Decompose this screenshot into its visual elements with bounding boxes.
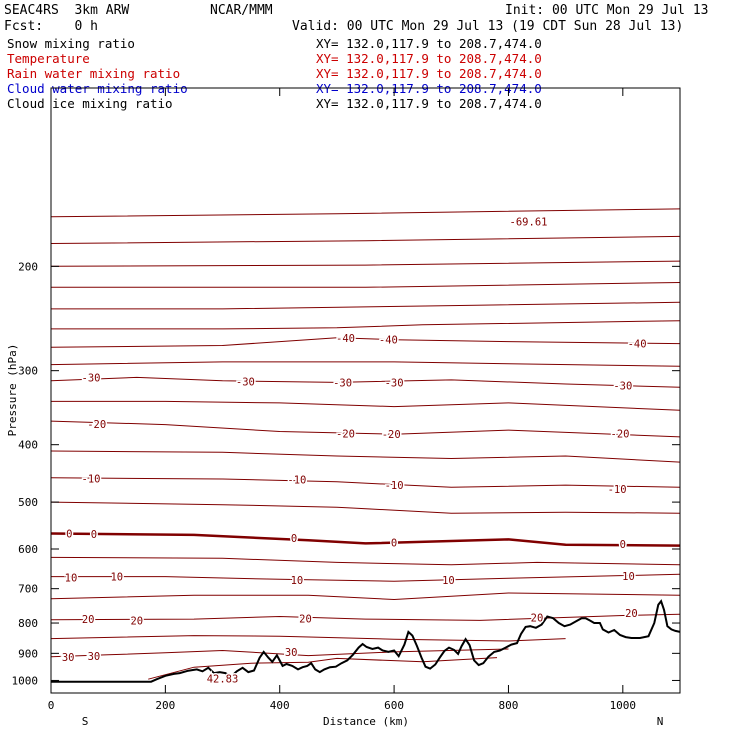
contour-label: 20 bbox=[299, 614, 312, 626]
y-tick-label: 400 bbox=[18, 439, 38, 452]
y-tick-label: 1000 bbox=[12, 674, 39, 687]
isotherm-line bbox=[50, 376, 681, 388]
field-name-snow: Snow mixing ratio bbox=[7, 36, 135, 51]
org-label: NCAR/MMM bbox=[210, 3, 273, 18]
plot-frame bbox=[50, 87, 681, 694]
x-tick-label: 800 bbox=[499, 699, 519, 712]
model-label: SEAC4RS 3km ARW bbox=[4, 3, 130, 18]
contour-label: 20 bbox=[531, 613, 544, 625]
isotherm-line bbox=[50, 648, 509, 658]
contour-label: 30 bbox=[62, 652, 75, 664]
field-xy-cloud-ice: XY= 132.0,117.9 to 208.7,474.0 bbox=[316, 96, 542, 111]
field-name-temperature: Temperature bbox=[7, 51, 90, 66]
x-tick-label: 200 bbox=[155, 699, 175, 712]
contour-label: 30 bbox=[88, 651, 101, 663]
field-name-rain: Rain water mixing ratio bbox=[7, 66, 181, 81]
valid-time: Valid: 00 UTC Mon 29 Jul 13 (19 CDT Sun … bbox=[292, 19, 684, 34]
contour-label: -69.61 bbox=[510, 217, 548, 229]
contour-label: -40 bbox=[336, 333, 355, 345]
y-tick-label: 800 bbox=[18, 617, 38, 630]
contour-label: -30 bbox=[236, 377, 255, 389]
contour-label: -10 bbox=[287, 475, 306, 487]
x-end-label-left: S bbox=[82, 715, 89, 728]
isotherm-line bbox=[50, 337, 681, 348]
contour-label: -20 bbox=[336, 429, 355, 441]
isotherm-line bbox=[50, 260, 681, 267]
contour-label: 42.83 bbox=[207, 673, 239, 685]
forecast-hour: Fcst: 0 h bbox=[4, 19, 98, 34]
isotherm-line bbox=[50, 450, 681, 463]
isotherm-line bbox=[50, 420, 681, 438]
isotherm-line bbox=[50, 532, 681, 547]
contour-label: -20 bbox=[611, 429, 630, 441]
contour-label: -30 bbox=[333, 377, 352, 389]
isotherm-line bbox=[50, 477, 681, 488]
contour-label: 10 bbox=[110, 571, 123, 583]
field-name-cloud-ice: Cloud ice mixing ratio bbox=[7, 96, 173, 111]
contour-label: 10 bbox=[291, 575, 304, 587]
contour-label: -20 bbox=[87, 419, 106, 431]
y-tick-label: 500 bbox=[18, 496, 38, 509]
contour-label: -40 bbox=[628, 339, 647, 351]
isotherm-line bbox=[50, 635, 566, 642]
isotherm-line bbox=[50, 501, 681, 514]
field-xy-rain: XY= 132.0,117.9 to 208.7,474.0 bbox=[316, 66, 542, 81]
contour-label: -20 bbox=[382, 429, 401, 441]
contour-label: 20 bbox=[130, 615, 143, 627]
contour-label: 0 bbox=[391, 538, 397, 550]
isotherm-line bbox=[50, 613, 681, 621]
contour-label: 10 bbox=[442, 575, 455, 587]
y-tick-label: 900 bbox=[18, 647, 38, 660]
contour-labels: -69.61 -40 -40 -40 -30 -30 -30 -30 -30 -20 -20 -20 -… bbox=[60, 215, 648, 687]
init-time: Init: 00 UTC Mon 29 Jul 13 bbox=[505, 3, 709, 18]
isotherm-line bbox=[50, 592, 681, 601]
isotherm-line bbox=[51, 282, 681, 288]
isotherm-line bbox=[51, 301, 681, 310]
contour-label: 20 bbox=[82, 614, 95, 626]
contour-label: 0 bbox=[291, 533, 297, 545]
contour-label: -30 bbox=[82, 372, 101, 384]
contour-label: -30 bbox=[613, 381, 632, 393]
y-tick-label: 700 bbox=[18, 583, 38, 596]
isotherm-line bbox=[50, 235, 681, 244]
contour-label: 30 bbox=[285, 647, 298, 659]
isotherm-line bbox=[51, 320, 681, 330]
x-end-label-right: N bbox=[657, 715, 664, 728]
contour-label: -10 bbox=[608, 484, 627, 496]
y-tick-label: 300 bbox=[18, 365, 38, 378]
isotherm-contours bbox=[50, 208, 681, 680]
contour-label: -10 bbox=[385, 480, 404, 492]
x-tick-label: 1000 bbox=[610, 699, 637, 712]
field-xy-temperature: XY= 132.0,117.9 to 208.7,474.0 bbox=[316, 51, 542, 66]
isotherm-line bbox=[148, 657, 498, 680]
field-xy-snow: XY= 132.0,117.9 to 208.7,474.0 bbox=[316, 36, 542, 51]
x-axis-title: Distance (km) bbox=[323, 715, 409, 728]
contour-label: 20 bbox=[625, 608, 638, 620]
x-tick-label: 600 bbox=[384, 699, 404, 712]
contour-label: -10 bbox=[82, 473, 101, 485]
contour-label: -40 bbox=[379, 335, 398, 347]
isotherm-line bbox=[50, 361, 681, 367]
y-tick-label: 200 bbox=[18, 260, 38, 273]
isotherm-line bbox=[50, 208, 681, 218]
terrain-profile bbox=[51, 599, 681, 683]
contour-label: 0 bbox=[91, 529, 97, 541]
contour-label: -30 bbox=[385, 377, 404, 389]
contour-label: 10 bbox=[622, 571, 635, 583]
contour-label: 10 bbox=[65, 572, 78, 584]
isotherm-line bbox=[51, 400, 681, 411]
terrain-line bbox=[51, 599, 681, 683]
y-axis-title: Pressure (hPa) bbox=[6, 344, 19, 437]
y-tick-label: 600 bbox=[18, 543, 38, 556]
contour-label: 0 bbox=[66, 529, 72, 541]
isotherm-line bbox=[51, 573, 681, 582]
contour-label: 0 bbox=[620, 539, 626, 551]
x-tick-label: 0 bbox=[48, 699, 55, 712]
x-tick-label: 400 bbox=[270, 699, 290, 712]
isotherm-line bbox=[50, 556, 681, 566]
